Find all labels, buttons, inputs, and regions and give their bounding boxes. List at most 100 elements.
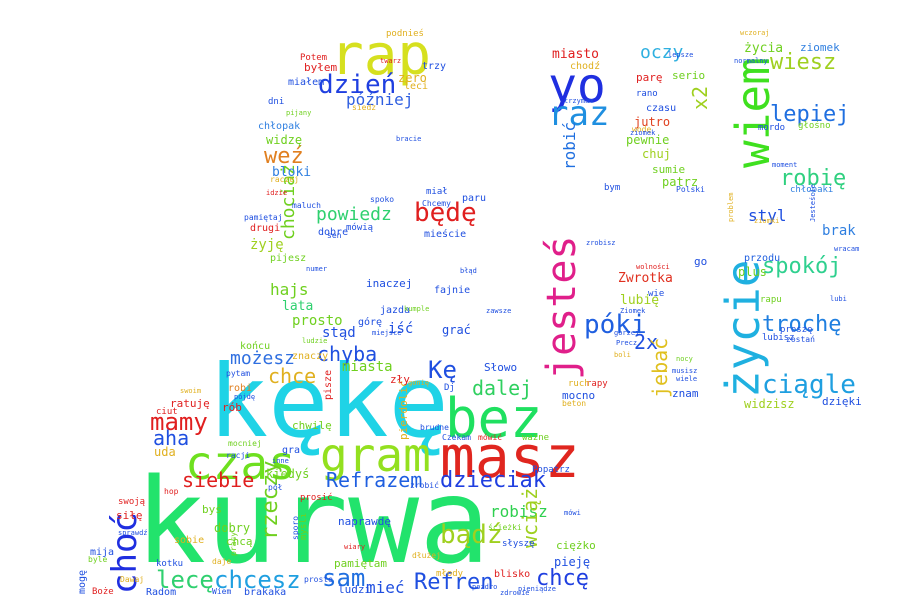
word-stad: stąd xyxy=(322,325,356,341)
word-jestes: jesteś xyxy=(539,235,585,381)
word-wczoraj: lepsze xyxy=(668,51,694,59)
word-zyje: żyję xyxy=(250,237,284,253)
word-pijesz: pijesz xyxy=(270,253,307,264)
word-wracam: wczoraj xyxy=(740,29,770,37)
word-bym: bym xyxy=(604,183,621,193)
word-pijany: twarz xyxy=(380,57,402,65)
word-kumple: ziomki xyxy=(754,217,780,225)
word-rapu: rapu xyxy=(760,295,782,305)
word-wiesz: wiesz xyxy=(770,50,837,75)
word-oczy: oczy xyxy=(640,42,684,63)
word-brakaka: brakaka xyxy=(244,587,287,598)
word-prosto: prosto xyxy=(292,313,343,329)
word-robic: robić xyxy=(560,121,579,170)
word-keke: kękę xyxy=(208,343,449,460)
word-kiedys: kiedyś xyxy=(266,467,310,481)
word-chcesz: chcesz xyxy=(214,566,301,594)
word-dni: dni xyxy=(268,97,285,107)
word-gorzej: wolności xyxy=(636,263,670,271)
word-zycia: życia xyxy=(744,41,784,56)
word-spoko: spoko xyxy=(370,195,395,204)
word-przodu: przodu xyxy=(744,253,781,264)
word-zrobisz: kumple xyxy=(404,305,430,313)
word-ciagle: ciągle xyxy=(762,370,856,400)
word-nocy: mówi xyxy=(564,509,581,517)
word-patrz: patrz xyxy=(662,175,699,189)
word-powiedz: powiedz xyxy=(316,204,392,225)
word-moment: musisz xyxy=(672,367,698,375)
word-gonie: miejsce xyxy=(372,329,402,337)
word-wiele: nocy xyxy=(676,355,693,363)
word-dzieciak: dzieciak xyxy=(440,468,546,493)
word-sam: sam xyxy=(322,564,366,592)
word-bracie: Jesteście xyxy=(809,184,817,222)
word-pojde: bracie xyxy=(396,135,422,143)
word-hop: swoją xyxy=(118,497,146,507)
word-isc: iść xyxy=(388,321,414,337)
word-pisze: pisze xyxy=(323,369,334,400)
word-mial: miał xyxy=(426,187,448,197)
word-mlody: słyszę xyxy=(502,539,535,549)
word-dzieki: dzięki xyxy=(822,395,862,408)
word-blisko: blisko xyxy=(494,569,531,580)
word-rapy: rapy xyxy=(586,379,608,389)
word-pracy: Wiem xyxy=(212,587,232,596)
word-podnies: podnieś xyxy=(386,29,424,39)
word-aha: aha xyxy=(153,426,190,450)
word-rano: rano xyxy=(636,89,658,99)
word-zycie: życie xyxy=(716,259,770,398)
word-gore: górę xyxy=(358,317,383,328)
word-boli: Precz xyxy=(616,339,638,347)
word-zwrotka: Zwrotka xyxy=(618,271,673,286)
word-yo: yo xyxy=(548,58,606,114)
word-siebie: siebie xyxy=(182,468,255,492)
word-daje: kotku xyxy=(156,559,184,569)
word-serio: serio xyxy=(672,69,706,82)
word-zostan: zostań xyxy=(786,335,815,344)
word-swoja: sporo xyxy=(291,515,300,540)
word-uda: uda xyxy=(154,445,176,459)
word-chwile: chwilę xyxy=(292,419,332,432)
word-zrobic: pół xyxy=(268,483,283,492)
word-chyba: chyba xyxy=(317,342,378,366)
word-mozesz: możesz xyxy=(230,348,296,369)
word-gram: gram xyxy=(320,428,431,482)
word-chodz: chodź xyxy=(570,61,601,72)
word-potem: Potem xyxy=(300,53,328,63)
word-robie: robię xyxy=(780,166,847,191)
word-pieniadze: pozdro xyxy=(472,583,498,591)
word-czasu: czasu xyxy=(646,103,677,114)
word-boze: Boże xyxy=(92,587,114,597)
word-mocniej: ciut xyxy=(156,407,178,417)
word-pytam: mocniej xyxy=(228,439,262,448)
word-wazne: brudne xyxy=(420,423,449,432)
word-x2: x2 xyxy=(688,85,712,110)
word-twarz: zawsze xyxy=(486,307,512,315)
word-miec: mieć xyxy=(366,578,405,597)
word-ziomek: ziomek xyxy=(800,41,840,54)
word-bede: będę xyxy=(414,198,477,228)
word-poki: póki xyxy=(584,310,647,340)
word-troche: trochę xyxy=(762,312,842,337)
word-sprawdz: swoim xyxy=(180,387,202,395)
word-numer: gonię xyxy=(408,379,430,387)
word-jestescie: problem xyxy=(727,192,735,222)
word-2x: 2x xyxy=(634,330,659,354)
word-zly: zły xyxy=(390,373,410,386)
word-miescie: mieście xyxy=(424,229,467,240)
word-jazda: jazda xyxy=(380,305,411,316)
word-sile: siłę xyxy=(116,509,143,522)
word-slowo: Słowo xyxy=(484,361,518,374)
word-mamy: mamy xyxy=(150,408,208,436)
word-idzie: raczej xyxy=(270,175,299,184)
word-widze: widzę xyxy=(266,133,303,147)
word-ke: Kę xyxy=(428,356,457,384)
word-lece: lecę xyxy=(156,566,214,594)
word-beton: beton xyxy=(562,399,587,408)
word-precz: gorzej xyxy=(614,329,640,337)
word-badz: bądź xyxy=(440,520,503,550)
word-pije: pieję xyxy=(554,555,591,569)
word-sumie: sumie xyxy=(652,163,686,176)
word-bloki: bloki xyxy=(272,165,312,180)
